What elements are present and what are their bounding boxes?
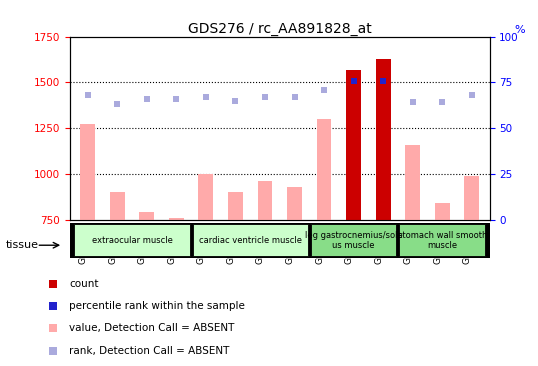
- Bar: [311, 224, 397, 256]
- Bar: [464, 176, 479, 220]
- Bar: [80, 124, 95, 220]
- Text: percentile rank within the sample: percentile rank within the sample: [69, 301, 245, 311]
- Bar: [399, 224, 485, 256]
- Bar: [110, 192, 125, 220]
- Bar: [405, 145, 420, 220]
- Bar: [317, 119, 331, 220]
- Bar: [258, 181, 272, 220]
- Text: extraocular muscle: extraocular muscle: [91, 236, 173, 245]
- Bar: [74, 224, 189, 256]
- Bar: [287, 187, 302, 220]
- Text: cardiac ventricle muscle: cardiac ventricle muscle: [199, 236, 302, 245]
- Bar: [346, 70, 361, 220]
- Bar: [228, 192, 243, 220]
- Bar: [193, 224, 308, 256]
- Text: stomach wall smooth
muscle: stomach wall smooth muscle: [398, 231, 487, 250]
- Text: tissue: tissue: [5, 240, 38, 250]
- Title: GDS276 / rc_AA891828_at: GDS276 / rc_AA891828_at: [188, 22, 372, 36]
- Text: leg gastrocnemius/sole
us muscle: leg gastrocnemius/sole us muscle: [305, 231, 402, 250]
- Text: %: %: [515, 25, 526, 35]
- Bar: [199, 174, 213, 220]
- Text: count: count: [69, 279, 98, 289]
- Bar: [169, 218, 183, 220]
- Bar: [435, 203, 450, 220]
- Text: rank, Detection Call = ABSENT: rank, Detection Call = ABSENT: [69, 346, 229, 356]
- Text: value, Detection Call = ABSENT: value, Detection Call = ABSENT: [69, 323, 235, 333]
- Bar: [376, 59, 391, 220]
- Bar: [139, 212, 154, 220]
